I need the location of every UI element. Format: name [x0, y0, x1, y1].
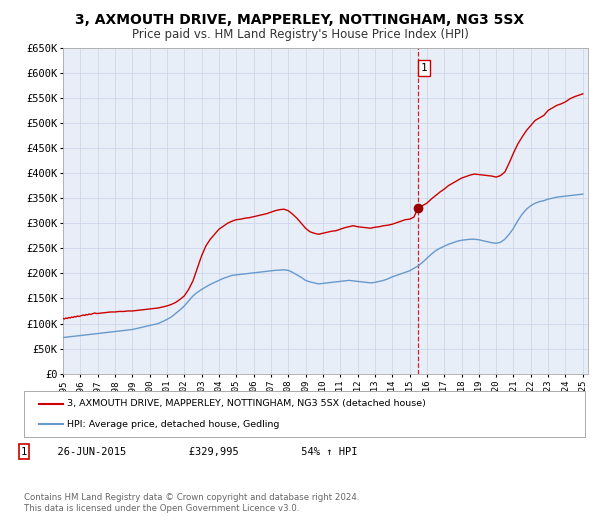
Text: Contains HM Land Registry data © Crown copyright and database right 2024.: Contains HM Land Registry data © Crown c… [24, 493, 359, 501]
Text: 1: 1 [21, 447, 27, 456]
Text: HPI: Average price, detached house, Gedling: HPI: Average price, detached house, Gedl… [67, 420, 280, 429]
Text: This data is licensed under the Open Government Licence v3.0.: This data is licensed under the Open Gov… [24, 505, 299, 513]
Text: Price paid vs. HM Land Registry's House Price Index (HPI): Price paid vs. HM Land Registry's House … [131, 28, 469, 41]
Text: 26-JUN-2015          £329,995          54% ↑ HPI: 26-JUN-2015 £329,995 54% ↑ HPI [45, 447, 358, 456]
Text: 3, AXMOUTH DRIVE, MAPPERLEY, NOTTINGHAM, NG3 5SX (detached house): 3, AXMOUTH DRIVE, MAPPERLEY, NOTTINGHAM,… [67, 399, 426, 408]
Text: 1: 1 [421, 63, 427, 73]
Text: 3, AXMOUTH DRIVE, MAPPERLEY, NOTTINGHAM, NG3 5SX: 3, AXMOUTH DRIVE, MAPPERLEY, NOTTINGHAM,… [76, 13, 524, 27]
